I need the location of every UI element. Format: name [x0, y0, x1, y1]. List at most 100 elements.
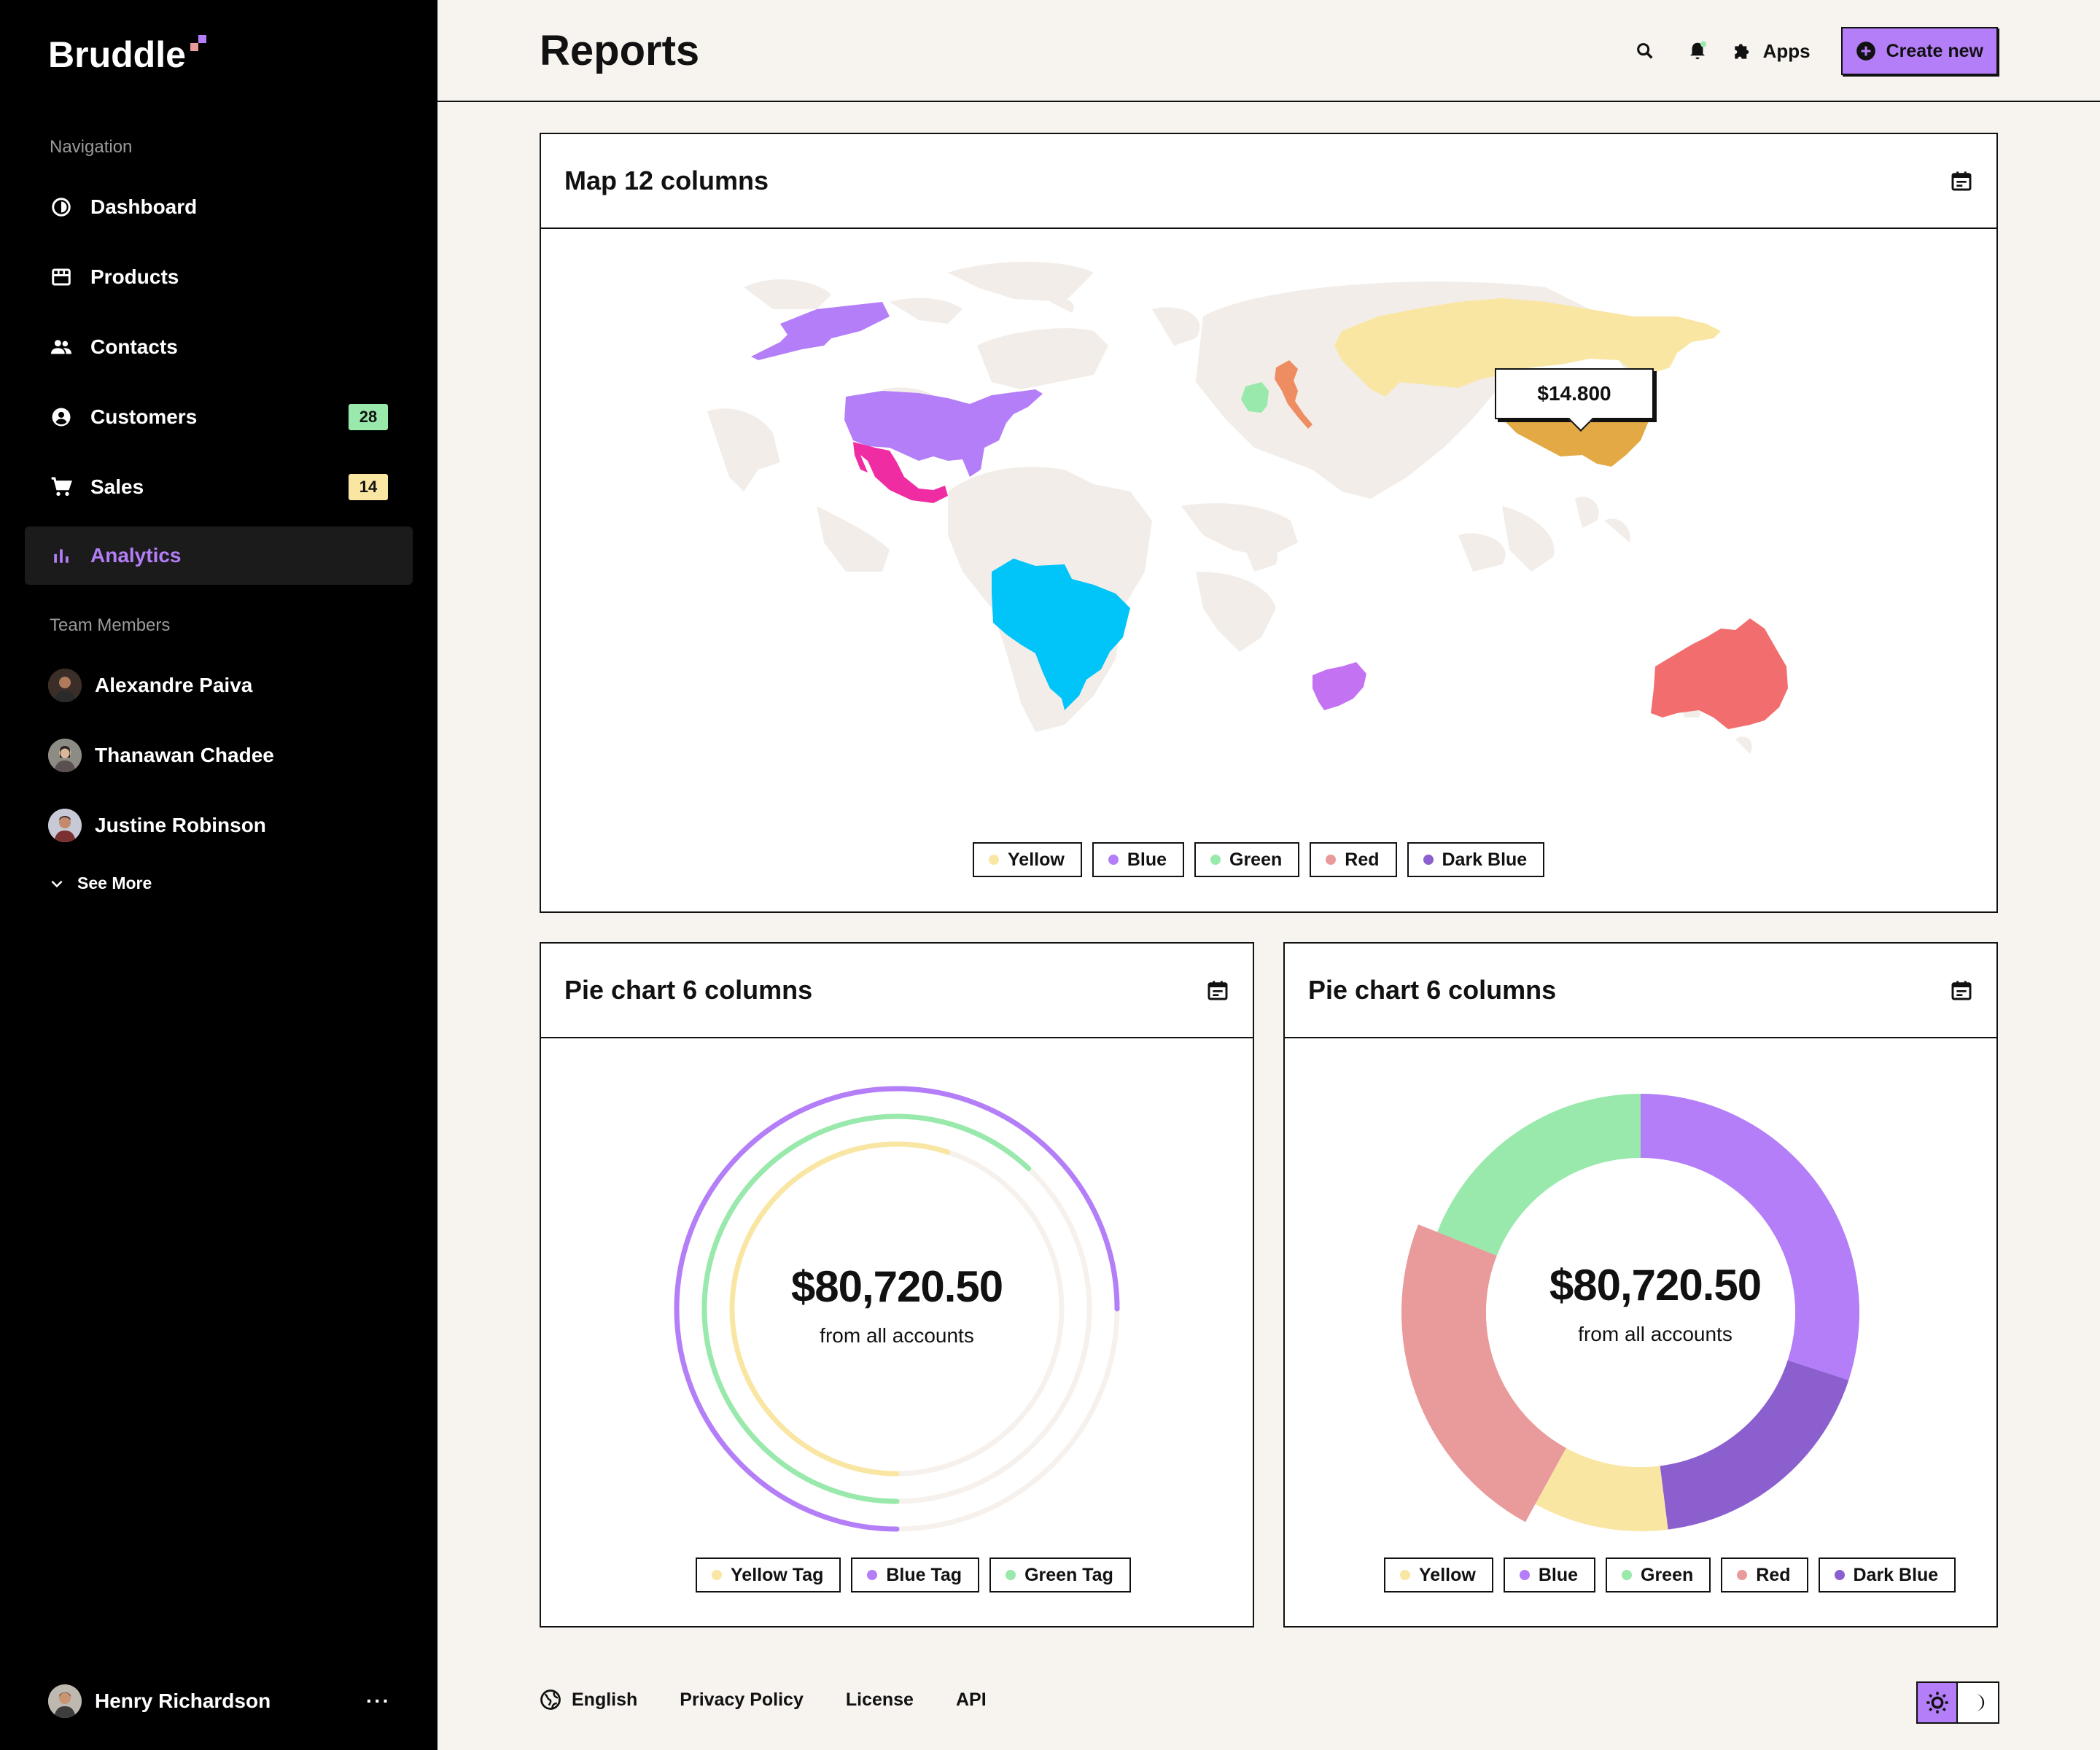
calendar-icon[interactable] [1206, 979, 1229, 1002]
donut-slice-blue[interactable] [1641, 1094, 1859, 1380]
sales-count-badge: 14 [349, 474, 388, 500]
region-australia [1651, 618, 1788, 729]
see-more-button[interactable]: See More [50, 874, 152, 893]
dashboard-icon [50, 195, 73, 219]
pie-right-amount: $80,720.50 [1549, 1261, 1762, 1310]
search-icon[interactable] [1629, 35, 1661, 67]
puzzle-icon [1731, 39, 1754, 63]
sidebar-item-label: Analytics [90, 544, 182, 567]
donut-hole [1486, 1158, 1795, 1467]
create-new-button[interactable]: Create new [1840, 27, 1998, 75]
sidebar-item-label: Contacts [90, 335, 178, 358]
chevron-down-icon [50, 876, 64, 891]
notification-bell-icon[interactable] [1681, 35, 1714, 67]
radial-progress-chart [674, 1086, 1120, 1532]
sidebar-item-contacts[interactable]: Contacts [25, 318, 413, 376]
privacy-policy-link[interactable]: Privacy Policy [680, 1689, 804, 1710]
member-name: Justine Robinson [95, 814, 266, 836]
sidebar-item-label: Products [90, 265, 179, 288]
donut-slice-yellow[interactable] [1535, 1447, 1668, 1531]
bar-chart-icon [50, 544, 73, 567]
legend-label: Yellow [1419, 1564, 1476, 1585]
legend-label: Green [1641, 1564, 1694, 1585]
avatar [48, 669, 82, 702]
sidebar-item-customers[interactable]: Customers 28 [25, 388, 413, 446]
footer: English Privacy Policy License API [540, 1689, 1029, 1711]
legend-dark-blue[interactable]: Dark Blue [1818, 1558, 1956, 1592]
calendar-icon[interactable] [1950, 979, 1973, 1002]
language-link[interactable]: English [572, 1689, 638, 1710]
legend-blue[interactable]: Blue [1503, 1558, 1595, 1592]
legend-label: Green [1229, 849, 1283, 870]
account-circle-icon [50, 405, 73, 429]
sidebar-item-products[interactable]: Products [25, 248, 413, 306]
customers-count-badge: 28 [349, 404, 388, 430]
dark-mode-icon[interactable] [1958, 1683, 1998, 1722]
legend-dot [1737, 1570, 1748, 1580]
legend-label: Green Tag [1024, 1564, 1113, 1585]
pie-left-title: Pie chart 6 columns [564, 975, 813, 1005]
team-member-alexandre[interactable]: Alexandre Paiva [48, 669, 252, 702]
calendar-icon[interactable] [1950, 169, 1973, 192]
user-name: Henry Richardson [95, 1689, 271, 1712]
donut-slice-green[interactable] [1437, 1094, 1641, 1256]
light-mode-icon[interactable] [1918, 1683, 1959, 1722]
pie-right-legend: Yellow Blue Green Red Dark Blue [1384, 1558, 1956, 1592]
legend-blue[interactable]: Blue [1092, 842, 1184, 877]
pie-left-card: Pie chart 6 columns [540, 942, 1254, 1628]
nav-section-title: Navigation [50, 137, 133, 157]
map-tooltip: $14.800 [1495, 368, 1654, 419]
donut-slice-dark-blue[interactable] [1660, 1360, 1849, 1530]
legend-blue-tag[interactable]: Blue Tag [851, 1558, 980, 1592]
donut-chart [1401, 1094, 1859, 1531]
region-alaska [751, 302, 890, 360]
map-card-header: Map 12 columns [541, 134, 1996, 229]
member-name: Alexandre Paiva [95, 674, 253, 696]
legend-red[interactable]: Red [1721, 1558, 1808, 1592]
more-menu-icon[interactable]: ··· [366, 1689, 391, 1712]
map-legend: Yellow Blue Green Red Dark Blue [973, 842, 1545, 877]
legend-yellow[interactable]: Yellow [973, 842, 1082, 877]
sidebar-item-label: Dashboard [90, 195, 198, 218]
legend-label: Red [1345, 849, 1380, 870]
sidebar-item-label: Sales [90, 475, 144, 498]
theme-toggle[interactable] [1916, 1681, 1999, 1724]
legend-green-tag[interactable]: Green Tag [989, 1558, 1131, 1592]
legend-dot [1400, 1570, 1410, 1580]
sidebar-item-dashboard[interactable]: Dashboard [25, 178, 413, 236]
license-link[interactable]: License [845, 1689, 914, 1710]
legend-dot [1210, 855, 1221, 865]
api-link[interactable]: API [955, 1689, 987, 1710]
radial-arc-blue-tag[interactable] [674, 1086, 1120, 1532]
top-actions: Apps Create new [1609, 27, 1998, 75]
logo[interactable]: Bruddle [48, 34, 208, 76]
radial-arc-green-tag[interactable] [701, 1113, 1032, 1504]
legend-dot [1423, 855, 1434, 865]
legend-label: Dark Blue [1442, 849, 1528, 870]
plus-circle-icon [1856, 41, 1876, 61]
legend-dark-blue[interactable]: Dark Blue [1407, 842, 1545, 877]
apps-button[interactable]: Apps [1731, 39, 1811, 63]
region-brazil [992, 559, 1130, 710]
team-member-justine[interactable]: Justine Robinson [48, 809, 266, 842]
legend-label: Blue Tag [886, 1564, 962, 1585]
sidebar-item-analytics[interactable]: Analytics [25, 526, 413, 585]
legend-green[interactable]: Green [1606, 1558, 1711, 1592]
team-member-thanawan[interactable]: Thanawan Chadee [48, 739, 274, 772]
sidebar-item-sales[interactable]: Sales 14 [25, 458, 413, 516]
avatar [48, 809, 82, 842]
sidebar: Bruddle Navigation Dashboard Products Co… [0, 0, 438, 1750]
legend-yellow-tag[interactable]: Yellow Tag [696, 1558, 841, 1592]
donut-slice-red[interactable] [1401, 1224, 1566, 1522]
legend-red[interactable]: Red [1310, 842, 1397, 877]
globe-icon [540, 1689, 561, 1711]
page-title: Reports [540, 27, 700, 74]
legend-yellow[interactable]: Yellow [1384, 1558, 1493, 1592]
legend-green[interactable]: Green [1194, 842, 1300, 877]
logo-mark-icon [190, 35, 208, 57]
current-user[interactable]: Henry Richardson ··· [48, 1684, 391, 1718]
region-france [1241, 382, 1269, 413]
see-more-label: See More [77, 874, 152, 892]
radial-arc-yellow-tag[interactable] [729, 1141, 951, 1477]
region-russia [1334, 298, 1721, 397]
